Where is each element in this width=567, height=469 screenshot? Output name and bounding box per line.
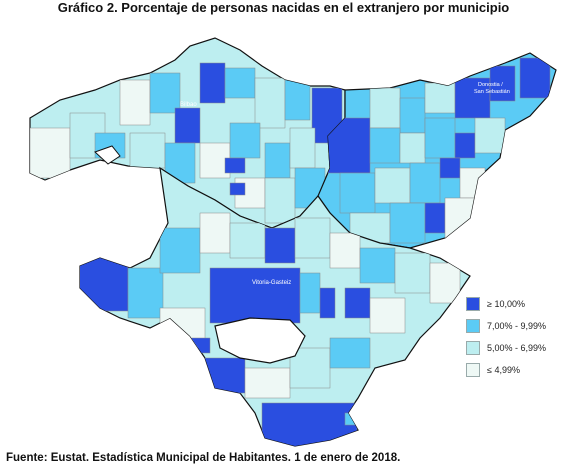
legend-item-10: ≥ 10,00% <box>466 293 562 314</box>
legend-label-7: 7,00% - 9,99% <box>487 320 547 331</box>
legend-item-0: ≤ 4,99% <box>466 359 562 380</box>
legend-swatch-0 <box>466 362 480 377</box>
city-label-bilbao: Bilbao <box>180 102 197 108</box>
city-label-vitoria: Vitoria-Gasteiz <box>252 280 291 286</box>
enclave-villaverde <box>94 145 121 165</box>
legend-label-5: 5,00% - 6,99% <box>487 342 547 353</box>
legend-swatch-7 <box>466 318 480 333</box>
legend-label-10: ≥ 10,00% <box>487 298 525 309</box>
enclave-trevino <box>214 317 306 364</box>
legend-item-5: 5,00% - 6,99% <box>466 337 562 358</box>
city-label-donostia-1: Donostia / <box>478 82 503 88</box>
city-label-donostia-2: San Sebastián <box>474 89 510 95</box>
source-note: Fuente: Eustat. Estadística Municipal de… <box>6 452 401 464</box>
legend-swatch-5 <box>466 340 480 355</box>
province-gipuzkoa <box>317 52 557 249</box>
legend-item-7: 7,00% - 9,99% <box>466 315 562 336</box>
legend-swatch-10 <box>466 296 480 311</box>
map-legend: ≥ 10,00% 7,00% - 9,99% 5,00% - 6,99% ≤ 4… <box>466 293 562 381</box>
legend-label-0: ≤ 4,99% <box>487 364 520 375</box>
choropleth-map: Bilbao Donostia / San Sebastián Vitoria-… <box>29 37 557 447</box>
province-araba <box>79 166 471 447</box>
chart-title: Gráfico 2. Porcentaje de personas nacida… <box>57 0 510 15</box>
